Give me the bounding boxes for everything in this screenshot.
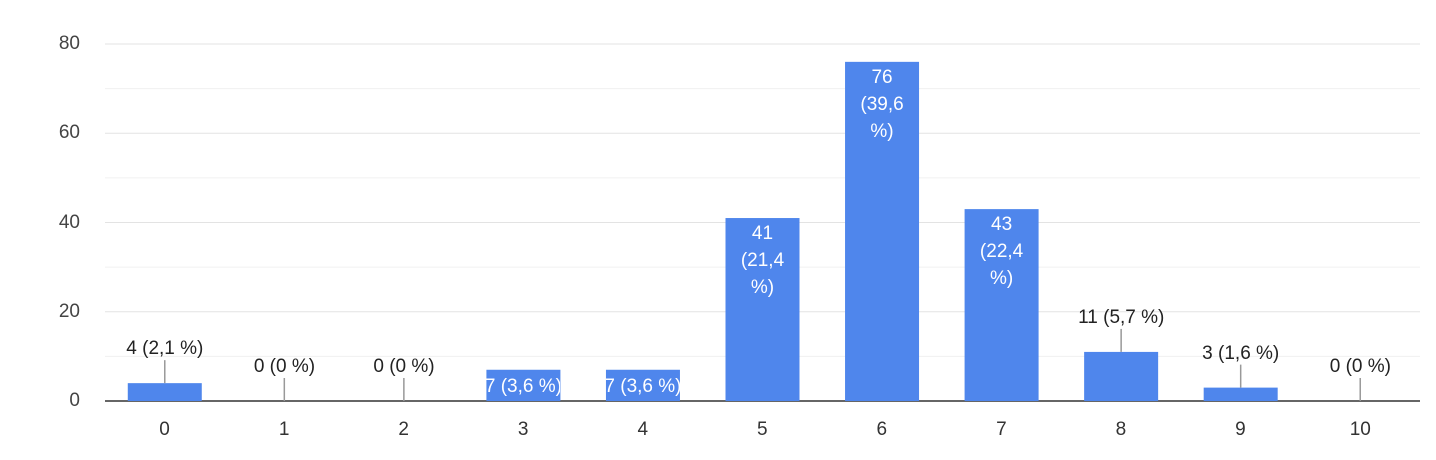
value-label: 0 (0 %) <box>253 356 316 377</box>
x-tick-label: 1 <box>278 419 290 440</box>
bar <box>605 369 680 401</box>
value-label: 0 (0 %) <box>1329 356 1391 377</box>
x-tick-label: 2 <box>398 419 409 440</box>
value-label: 3 (1,6 %) <box>1202 342 1280 364</box>
bar <box>1084 351 1159 401</box>
x-tick-label: 8 <box>1115 419 1127 440</box>
bar <box>127 383 202 401</box>
bar <box>725 218 800 401</box>
value-label: 43 (22,4 %) <box>979 214 1024 290</box>
value-label: 7 (3,6 %) <box>605 375 680 397</box>
y-tick-label: 20 <box>58 300 80 322</box>
x-tick-label: 5 <box>757 419 768 440</box>
x-tick-label: 7 <box>996 419 1007 440</box>
x-tick-label: 6 <box>876 419 888 440</box>
bar <box>845 61 920 401</box>
value-label: 4 (2,1 %) <box>126 338 204 360</box>
y-tick-label: 60 <box>58 122 80 144</box>
y-tick-label: 40 <box>58 211 80 233</box>
value-label: 7 (3,6 %) <box>486 375 561 397</box>
x-tick-label: 4 <box>637 419 649 440</box>
value-label: 76 (39,6 %) <box>860 66 904 142</box>
x-tick-label: 3 <box>517 419 529 440</box>
value-label: 41 (21,4 %) <box>740 223 785 299</box>
y-tick-label: 0 <box>69 390 80 411</box>
x-tick-label: 0 <box>159 419 170 440</box>
x-tick-label: 10 <box>1349 419 1371 440</box>
value-label: 0 (0 %) <box>373 356 435 377</box>
x-tick-label: 9 <box>1235 419 1246 440</box>
y-tick-label: 80 <box>58 33 80 54</box>
value-label: 11 (5,7 %) <box>1078 306 1165 328</box>
bar <box>964 209 1039 401</box>
bar <box>486 369 561 401</box>
bar <box>1203 387 1278 401</box>
